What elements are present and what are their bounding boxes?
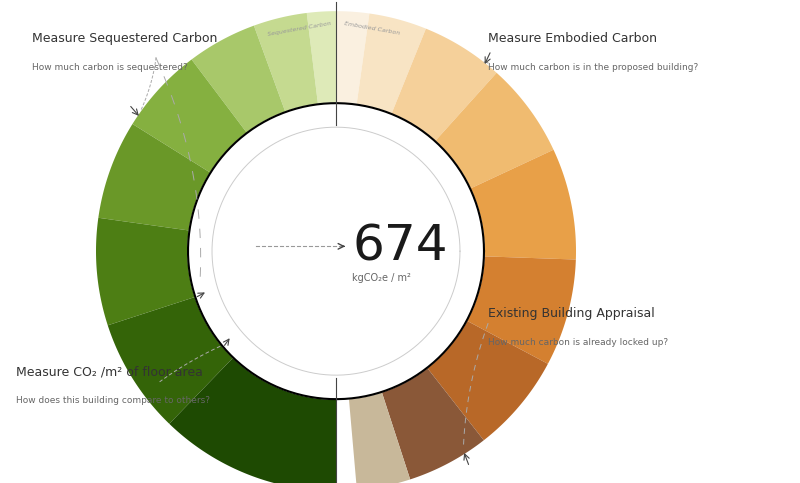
Polygon shape [336,11,370,105]
Polygon shape [391,28,497,141]
Text: kgCO₂e / m²: kgCO₂e / m² [352,273,411,283]
Polygon shape [466,256,576,364]
Polygon shape [382,368,484,480]
Polygon shape [108,297,233,424]
Polygon shape [357,14,426,114]
Polygon shape [170,357,336,483]
Text: Embodied Carbon: Embodied Carbon [344,21,400,36]
Text: How much carbon is sequestered?: How much carbon is sequestered? [32,63,188,72]
Polygon shape [188,103,484,399]
Polygon shape [133,59,247,173]
Polygon shape [254,13,318,112]
Text: Existing Building Appraisal: Existing Building Appraisal [488,308,654,320]
Polygon shape [98,124,210,230]
Polygon shape [306,11,336,104]
Polygon shape [96,218,195,326]
Text: How does this building compare to others?: How does this building compare to others… [16,397,210,405]
Text: Measure CO₂ /m² of floor area: Measure CO₂ /m² of floor area [16,366,203,378]
Text: Measure Embodied Carbon: Measure Embodied Carbon [488,32,657,45]
Polygon shape [435,73,554,189]
Text: 674: 674 [352,222,447,270]
Polygon shape [212,127,460,375]
Polygon shape [427,321,548,440]
Polygon shape [349,392,410,483]
Polygon shape [470,150,576,259]
Text: How much carbon is in the proposed building?: How much carbon is in the proposed build… [488,63,698,72]
Text: How much carbon is already locked up?: How much carbon is already locked up? [488,339,668,347]
Text: Sequestered Carbon: Sequestered Carbon [267,21,332,37]
Polygon shape [191,26,286,133]
Text: Measure Sequestered Carbon: Measure Sequestered Carbon [32,32,218,45]
